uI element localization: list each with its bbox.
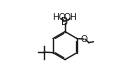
Text: OH: OH [64, 13, 78, 22]
Text: HO: HO [52, 13, 66, 22]
Text: B: B [61, 17, 69, 27]
Text: O: O [81, 34, 88, 44]
